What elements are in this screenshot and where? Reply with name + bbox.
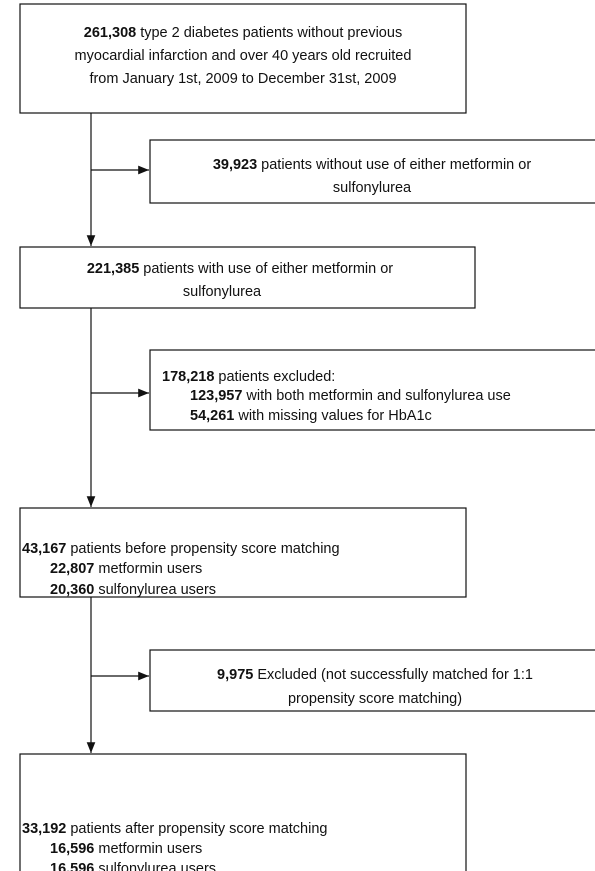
box xyxy=(149,649,595,712)
node-line: 261,308 type 2 diabetes patients without … xyxy=(84,25,402,41)
box xyxy=(19,507,467,598)
node-line: 123,957 with both metformin and sulfonylu… xyxy=(190,388,511,404)
count: 261,308 xyxy=(84,25,136,41)
count: 33,192 xyxy=(22,821,66,837)
node-line: 43,167 patients before propensity score m… xyxy=(22,541,340,557)
label: type 2 diabetes patients without previou… xyxy=(140,25,402,41)
box xyxy=(19,246,476,309)
node-line: 221,385 patients with use of either metfo… xyxy=(87,261,393,277)
label: patients excluded: xyxy=(218,369,335,385)
node-line: 33,192 patients after propensity score ma… xyxy=(22,821,327,837)
node-line: 9,975 Excluded (not successfully matched … xyxy=(217,667,533,683)
count: 16,596 xyxy=(50,861,94,871)
count: 9,975 xyxy=(217,667,253,683)
label: sulfonylurea xyxy=(333,180,412,196)
label: sulfonylurea users xyxy=(98,582,216,598)
count: 178,218 xyxy=(162,369,214,385)
box xyxy=(19,753,467,871)
label: Excluded (not successfully matched for 1… xyxy=(257,667,533,683)
label: metformin users xyxy=(98,561,202,577)
node-line: 54,261 with missing values for HbA1c xyxy=(190,408,432,424)
label: patients without use of either metformin… xyxy=(261,157,531,173)
label: patients with use of either metformin or xyxy=(143,261,393,277)
label: myocardial infarction and over 40 years … xyxy=(75,48,412,64)
label: with both metformin and sulfonylurea use xyxy=(245,388,510,404)
label: metformin users xyxy=(98,841,202,857)
label: patients before propensity score matchin… xyxy=(70,541,339,557)
count: 39,923 xyxy=(213,157,257,173)
count: 22,807 xyxy=(50,561,94,577)
texts: 261,308 type 2 diabetes patients without … xyxy=(22,25,533,871)
node-line: sulfonylurea xyxy=(333,180,412,196)
count: 54,261 xyxy=(190,408,234,424)
label: sulfonylurea xyxy=(183,284,262,300)
node-line: sulfonylurea xyxy=(183,284,262,300)
count: 20,360 xyxy=(50,582,94,598)
label: patients after propensity score matching xyxy=(70,821,327,837)
node-line: propensity score matching) xyxy=(288,691,462,707)
label: propensity score matching) xyxy=(288,691,462,707)
count: 16,596 xyxy=(50,841,94,857)
box xyxy=(149,349,595,431)
node-line: 22,807 metformin users xyxy=(50,561,202,577)
node-line: 16,596 sulfonylurea users xyxy=(50,861,216,871)
node-line: 20,360 sulfonylurea users xyxy=(50,582,216,598)
count: 221,385 xyxy=(87,261,139,277)
node-line: myocardial infarction and over 40 years … xyxy=(75,48,412,64)
label: sulfonylurea users xyxy=(98,861,216,871)
box xyxy=(19,3,467,114)
node-line: 39,923 patients without use of either met… xyxy=(213,157,532,173)
node-line: 178,218 patients excluded: xyxy=(162,369,335,385)
node-line: from January 1st, 2009 to December 31st,… xyxy=(89,71,396,87)
count: 123,957 xyxy=(190,388,242,404)
box xyxy=(149,139,595,204)
node-line: 16,596 metformin users xyxy=(50,841,202,857)
label: with missing values for HbA1c xyxy=(237,408,431,424)
label: from January 1st, 2009 to December 31st,… xyxy=(89,71,396,87)
count: 43,167 xyxy=(22,541,66,557)
